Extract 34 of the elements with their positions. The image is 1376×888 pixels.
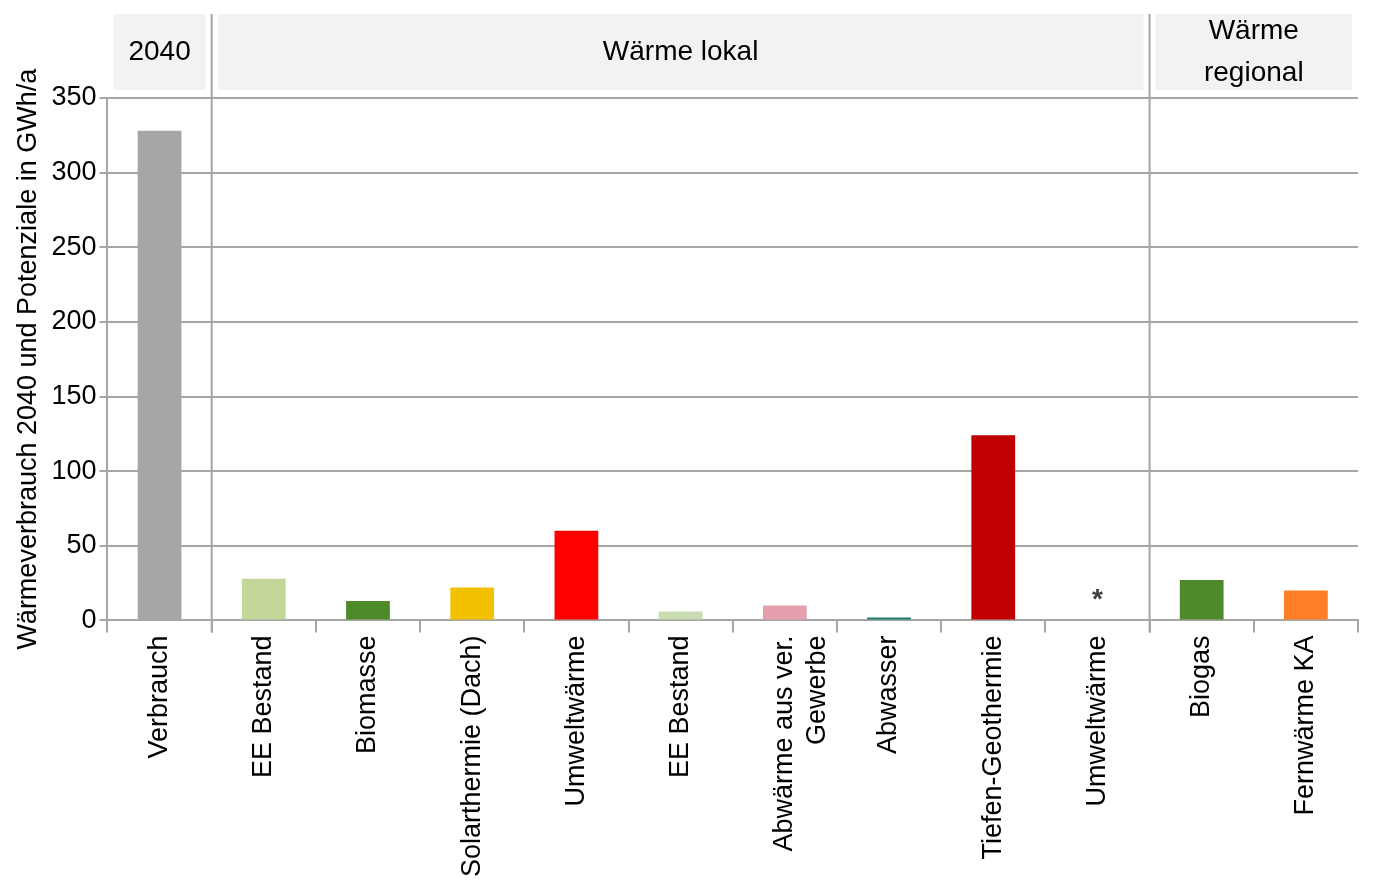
- x-tick-label: Biogas: [1185, 635, 1216, 718]
- x-tick-label: Biomasse: [351, 635, 382, 754]
- text: 2040: [128, 34, 191, 66]
- bar: [1179, 580, 1224, 620]
- y-tick-label: 250: [51, 230, 97, 261]
- bar: [346, 601, 390, 620]
- bar: [658, 611, 703, 620]
- y-tick-label: 350: [51, 81, 97, 112]
- bar: [450, 587, 495, 620]
- x-tick-label: Solarthermie (Dach): [455, 635, 486, 877]
- bar: [971, 435, 1016, 620]
- y-tick-label: 100: [51, 454, 97, 485]
- y-tick-label: 200: [51, 305, 97, 336]
- text: Wärme lokal: [602, 34, 759, 66]
- text: Wärme regional: [1203, 13, 1304, 87]
- x-tick-label: Tiefen-Geothermie: [976, 635, 1007, 860]
- x-tick-label: Abwärme aus ver. Gewerbe: [768, 635, 831, 852]
- bar: [241, 578, 286, 620]
- x-tick-label: EE Bestand: [247, 635, 278, 779]
- bar: [554, 530, 599, 620]
- x-tick-label: EE Bestand: [664, 635, 695, 779]
- y-tick-label: 300: [51, 156, 97, 187]
- text: *: [1092, 583, 1103, 615]
- y-axis-title: Wärmeverbrauch 2040 und Potenziale in GWh/a: [11, 67, 42, 650]
- x-tick-label: Fernwärme KA: [1289, 635, 1320, 816]
- x-tick-label: Umweltwärme: [559, 635, 590, 807]
- y-tick-label: 150: [51, 379, 97, 410]
- x-tick-label: Umweltwärme: [1080, 635, 1111, 807]
- x-tick-label: Abwasser: [872, 635, 903, 754]
- y-tick-label: 0: [81, 603, 97, 634]
- x-tick-label: Verbrauch: [143, 635, 174, 759]
- y-tick-label: 50: [66, 529, 97, 560]
- bar: [1284, 590, 1328, 620]
- bar: [762, 605, 807, 620]
